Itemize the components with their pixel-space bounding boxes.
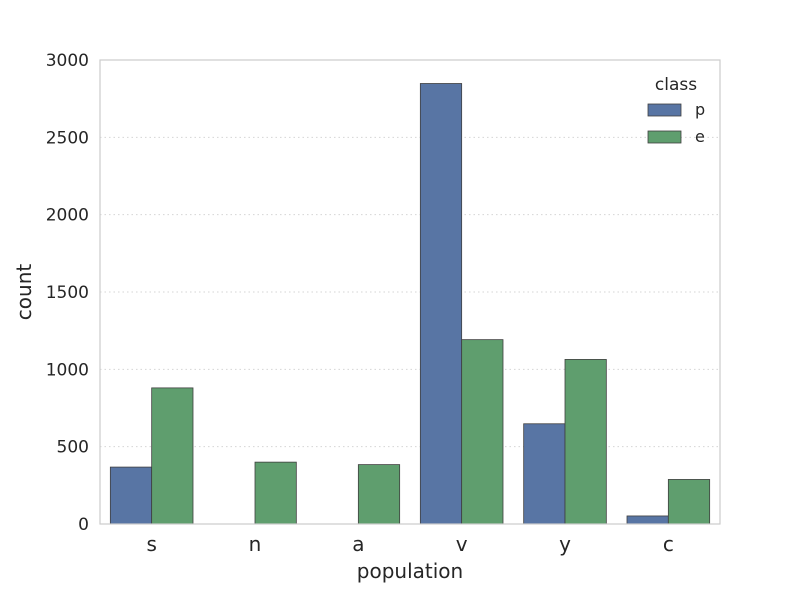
y-tick-label: 500 (57, 438, 89, 458)
bar-e-n (254, 461, 297, 525)
bar-e-c (667, 479, 711, 525)
legend-label-e: e (695, 127, 705, 146)
legend-swatch-e (647, 130, 682, 144)
bars (109, 83, 711, 525)
x-tick-label: s (146, 532, 156, 556)
y-tick-label: 1000 (46, 360, 89, 380)
bar-e-v (461, 339, 504, 525)
bar-e-a (357, 464, 401, 525)
legend: class pe (647, 75, 705, 146)
x-tick-label: v (456, 532, 468, 556)
bar-p-c (626, 515, 669, 525)
bar-p-v (419, 83, 463, 525)
y-tick-label: 2500 (46, 128, 89, 148)
bar-p-s (109, 466, 153, 525)
legend-swatch-p (647, 103, 682, 117)
x-tick-label: y (559, 532, 571, 556)
bar-p-y (523, 423, 566, 525)
y-tick-label: 3000 (46, 51, 89, 71)
bar-e-y (564, 359, 607, 525)
y-tick-label: 1500 (46, 283, 89, 303)
plot-frame (99, 59, 721, 525)
bar-e-s (151, 387, 194, 525)
legend-items: pe (647, 100, 705, 146)
x-axis-label: population (357, 559, 463, 583)
legend-label-p: p (695, 100, 705, 119)
x-tick-label: c (663, 532, 674, 556)
x-tick-label: n (249, 532, 262, 556)
y-axis-label: count (12, 264, 36, 321)
legend-title: class (655, 75, 697, 95)
x-tick-label: a (352, 532, 364, 556)
y-tick-label: 0 (78, 515, 89, 535)
y-tick-labels: 0 500 1000 1500 2000 2500 3000 (46, 51, 89, 535)
y-tick-label: 2000 (46, 206, 89, 226)
